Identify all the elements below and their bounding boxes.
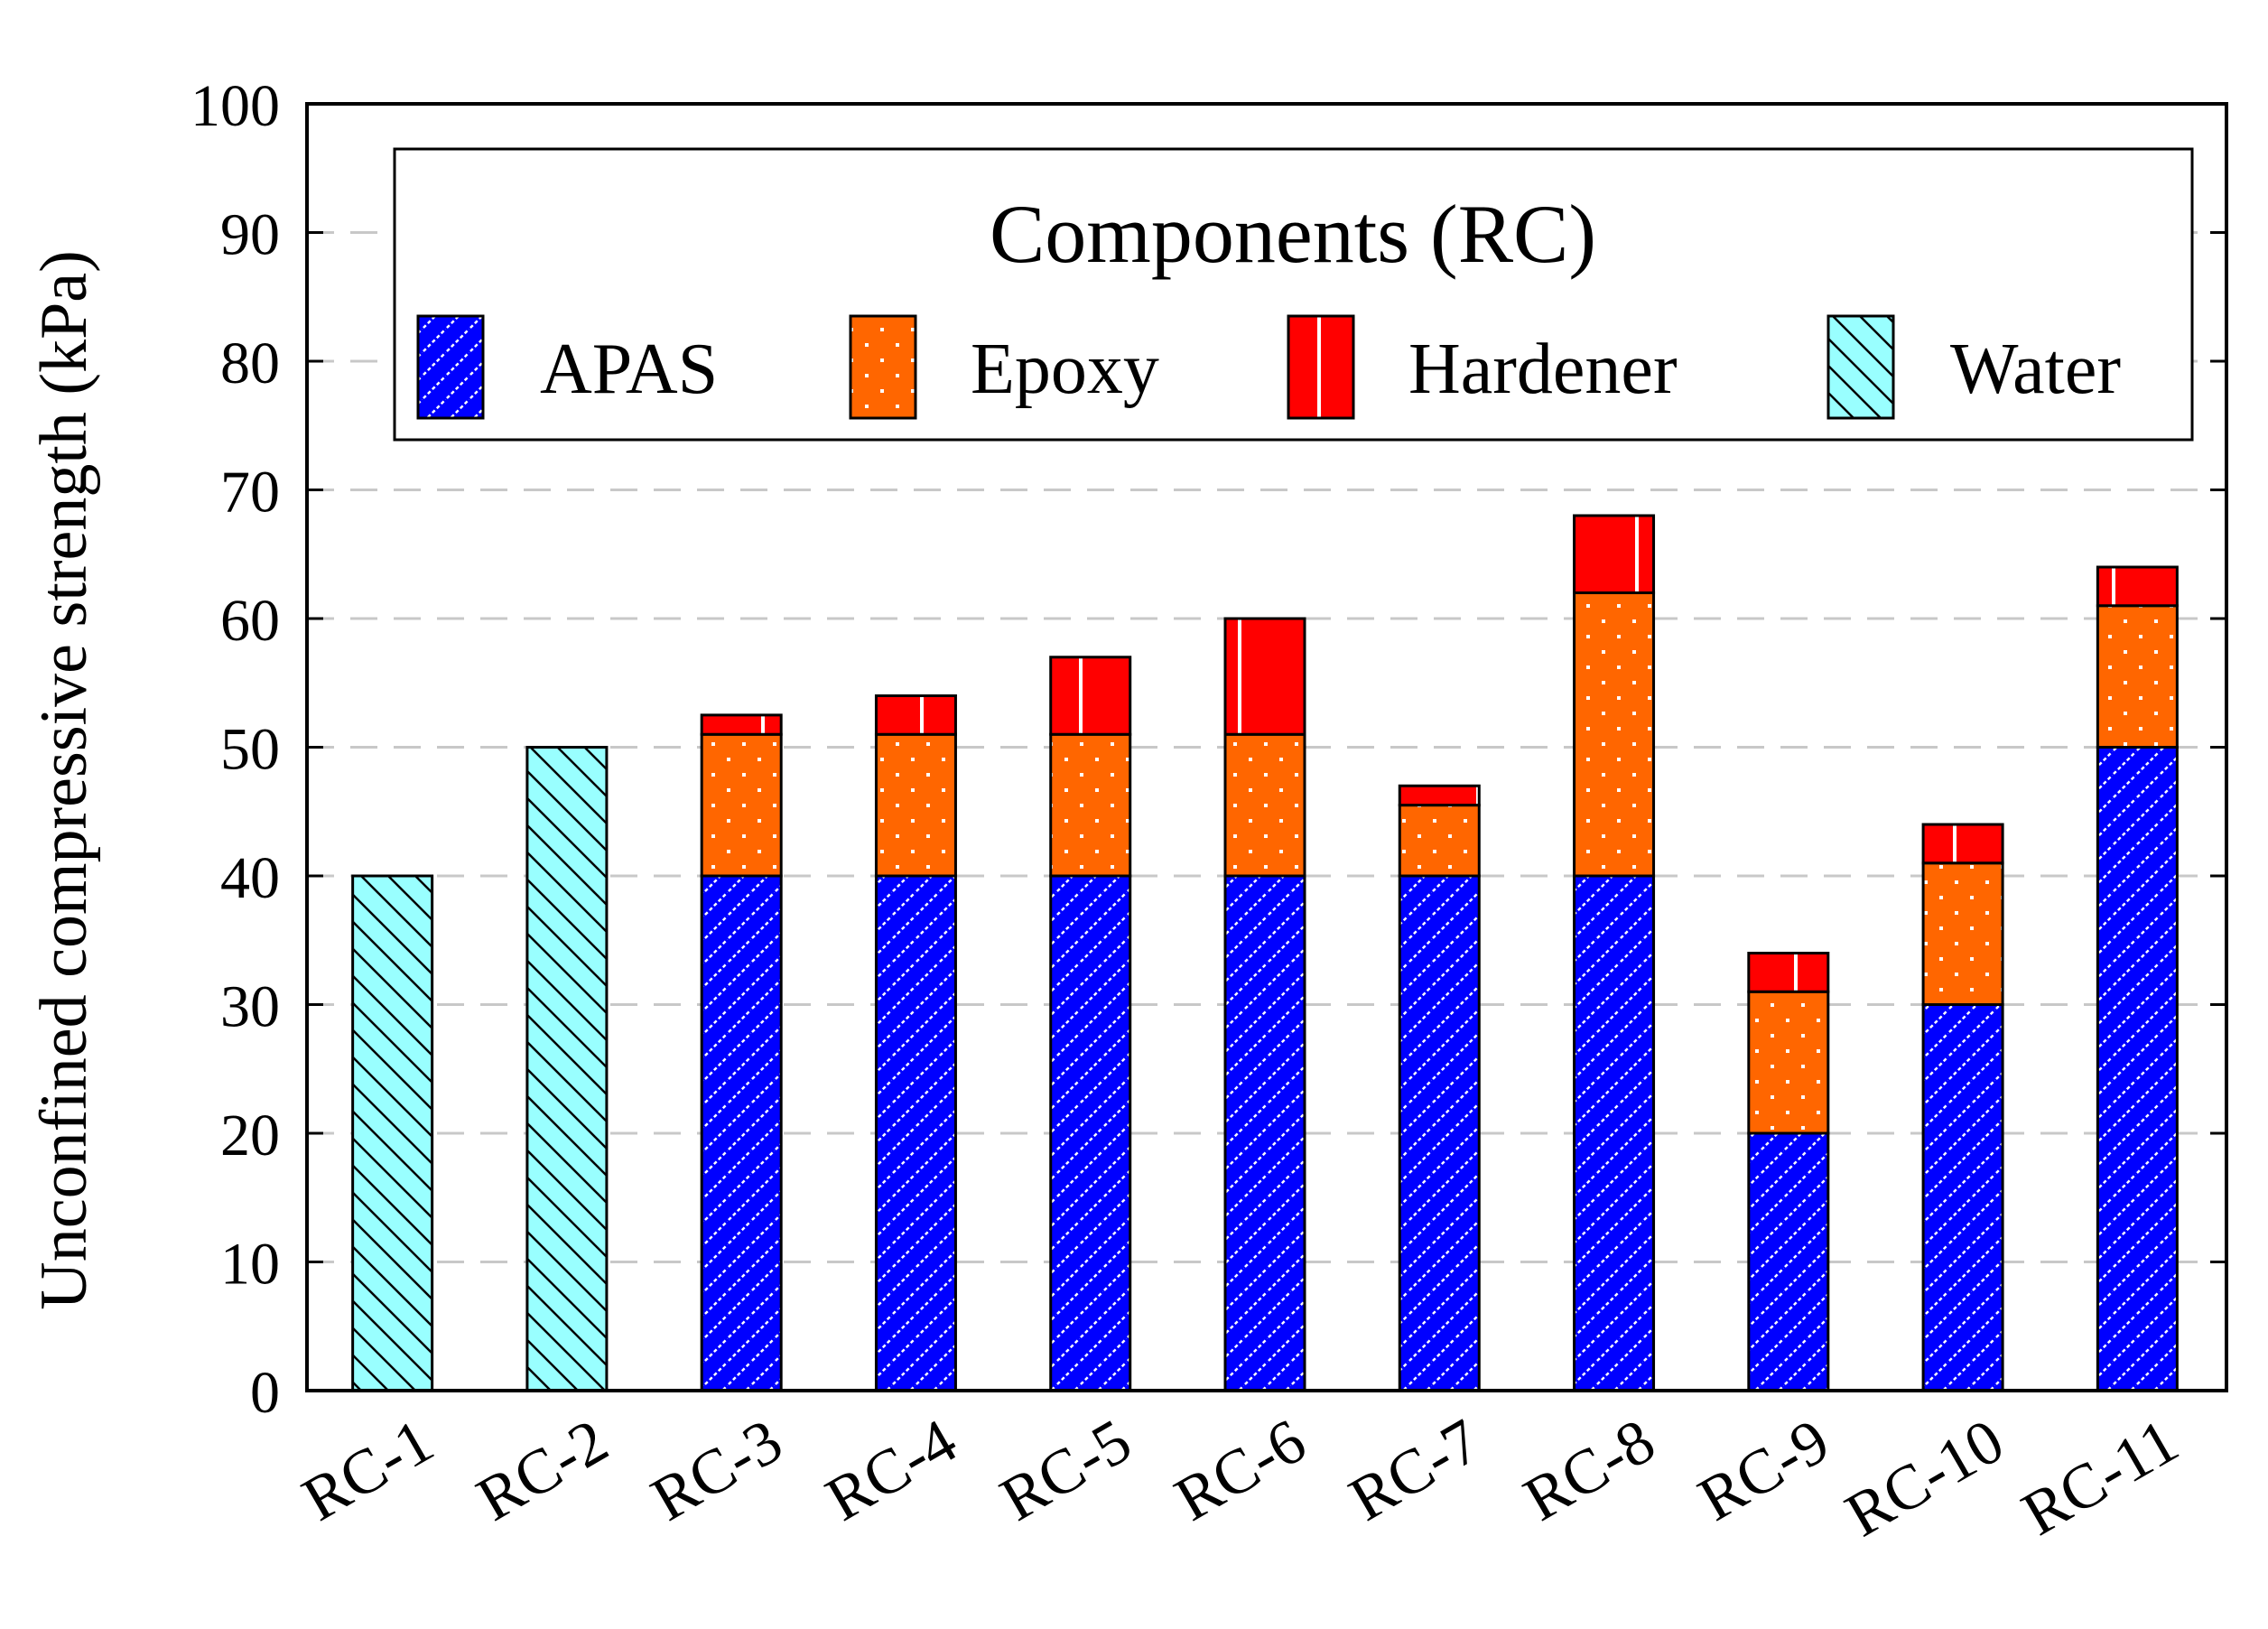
bar-RC-11-epoxy <box>2096 604 2179 749</box>
legend-swatch-epoxy <box>849 314 917 420</box>
bar-RC-6-epoxy <box>1223 732 1306 878</box>
x-tick-label-RC-2: RC-2 <box>466 1406 619 1535</box>
y-tick-label-100: 100 <box>191 73 280 139</box>
y-tick-label-80: 80 <box>220 330 280 396</box>
bar-RC-10-epoxy <box>1921 861 2004 1006</box>
bar-RC-11-apas <box>2096 746 2179 1392</box>
bar-RC-3-epoxy <box>700 732 783 878</box>
bar-RC-4-hardener <box>874 694 957 736</box>
legend-swatch-hardener <box>1287 314 1355 420</box>
bar-RC-9-epoxy <box>1747 990 1830 1135</box>
bar-RC-1-water <box>351 874 434 1392</box>
x-ticks: RC-1 RC-2 RC-3 RC-4 RC-5 RC-6 RC-7 RC-8 RC-9RC-1… <box>292 1406 2190 1550</box>
x-tick-label-RC-3: RC-3 <box>640 1406 794 1535</box>
y-tick-label-40: 40 <box>220 845 280 911</box>
y-tick-label-90: 90 <box>220 202 280 268</box>
bar-RC-5-hardener <box>1049 656 1132 736</box>
legend-label-epoxy: Epoxy <box>971 330 1159 409</box>
bar-RC-11-hardener <box>2096 565 2179 608</box>
y-axis-label: Unconfined compressive strength (kPa) <box>27 250 101 1309</box>
y-ticks: 0 10 20 30 40 50 60 70 80 90 100 <box>191 73 2226 1426</box>
x-tick-label-RC-8: RC-8 <box>1513 1406 1667 1535</box>
bar-RC-6-apas <box>1223 874 1306 1392</box>
legend-swatch-water <box>1826 314 1895 420</box>
y-tick-label-30: 30 <box>220 974 280 1040</box>
x-tick-label-RC-5: RC-5 <box>990 1406 1143 1535</box>
bar-RC-6-hardener <box>1223 617 1306 736</box>
x-tick-label-RC-4: RC-4 <box>815 1406 969 1535</box>
bars <box>351 514 2179 1392</box>
y-tick-label-70: 70 <box>220 460 280 526</box>
y-tick-label-60: 60 <box>220 588 280 654</box>
y-tick-label-10: 10 <box>220 1232 280 1298</box>
bar-RC-3-hardener <box>700 713 783 736</box>
x-tick-label-RC-7: RC-7 <box>1338 1406 1492 1535</box>
legend-label-water: Water <box>1950 330 2121 409</box>
bar-RC-5-apas <box>1049 874 1132 1392</box>
bar-RC-5-epoxy <box>1049 732 1132 878</box>
x-tick-label-RC-1: RC-1 <box>292 1406 445 1535</box>
bar-RC-8-apas <box>1573 874 1656 1392</box>
bar-RC-7-hardener <box>1398 784 1481 807</box>
bar-RC-10-hardener <box>1921 823 2004 865</box>
bar-RC-10-apas <box>1921 1003 2004 1392</box>
y-tick-label-50: 50 <box>220 717 280 783</box>
legend-swatch-apas <box>416 314 485 420</box>
legend-label-apas: APAS <box>540 330 718 409</box>
legend: Components (RC) APAS Epoxy Hardener Water <box>393 147 2194 442</box>
legend-entries: APAS Epoxy Hardener Water <box>416 314 2121 420</box>
y-tick-label-0: 0 <box>250 1360 280 1426</box>
bar-RC-8-hardener <box>1573 514 1656 594</box>
bar-RC-4-apas <box>874 874 957 1392</box>
bar-RC-4-epoxy <box>874 732 957 878</box>
legend-title: Components (RC) <box>990 188 1596 280</box>
bar-RC-3-apas <box>700 874 783 1392</box>
bar-RC-9-hardener <box>1747 952 1830 993</box>
bar-RC-7-epoxy <box>1398 804 1481 878</box>
x-tick-label-RC-11: RC-11 <box>2011 1406 2189 1550</box>
x-tick-label-RC-6: RC-6 <box>1164 1406 1317 1535</box>
bar-RC-9-apas <box>1747 1131 1830 1392</box>
bar-RC-2-water <box>525 746 609 1392</box>
x-tick-label-RC-10: RC-10 <box>1835 1406 2015 1550</box>
bar-RC-8-epoxy <box>1573 591 1656 878</box>
y-tick-label-20: 20 <box>220 1103 280 1168</box>
legend-label-hardener: Hardener <box>1408 330 1678 409</box>
x-tick-label-RC-9: RC-9 <box>1687 1406 1841 1535</box>
bar-RC-7-apas <box>1398 874 1481 1392</box>
